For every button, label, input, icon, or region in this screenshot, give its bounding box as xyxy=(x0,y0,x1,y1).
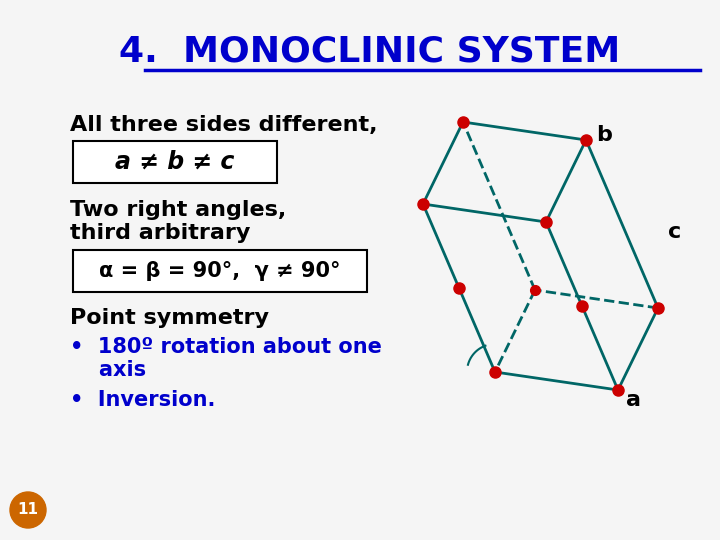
Text: a ≠ b ≠ c: a ≠ b ≠ c xyxy=(115,150,235,174)
Text: •  180º rotation about one: • 180º rotation about one xyxy=(70,337,382,357)
Text: Two right angles,: Two right angles, xyxy=(70,200,287,220)
Text: c: c xyxy=(668,222,681,242)
Text: 4.  MONOCLINIC SYSTEM: 4. MONOCLINIC SYSTEM xyxy=(120,35,621,69)
FancyBboxPatch shape xyxy=(73,141,277,183)
Text: a: a xyxy=(626,390,641,410)
Text: third arbitrary: third arbitrary xyxy=(70,223,251,243)
Text: axis: axis xyxy=(70,360,146,380)
Circle shape xyxy=(10,492,46,528)
Text: 11: 11 xyxy=(17,503,38,517)
Text: All three sides different,: All three sides different, xyxy=(70,115,377,135)
Text: α = β = 90°,  γ ≠ 90°: α = β = 90°, γ ≠ 90° xyxy=(99,261,341,281)
FancyBboxPatch shape xyxy=(73,250,367,292)
Text: b: b xyxy=(596,125,612,145)
Text: •  Inversion.: • Inversion. xyxy=(70,390,215,410)
Text: Point symmetry: Point symmetry xyxy=(70,308,269,328)
